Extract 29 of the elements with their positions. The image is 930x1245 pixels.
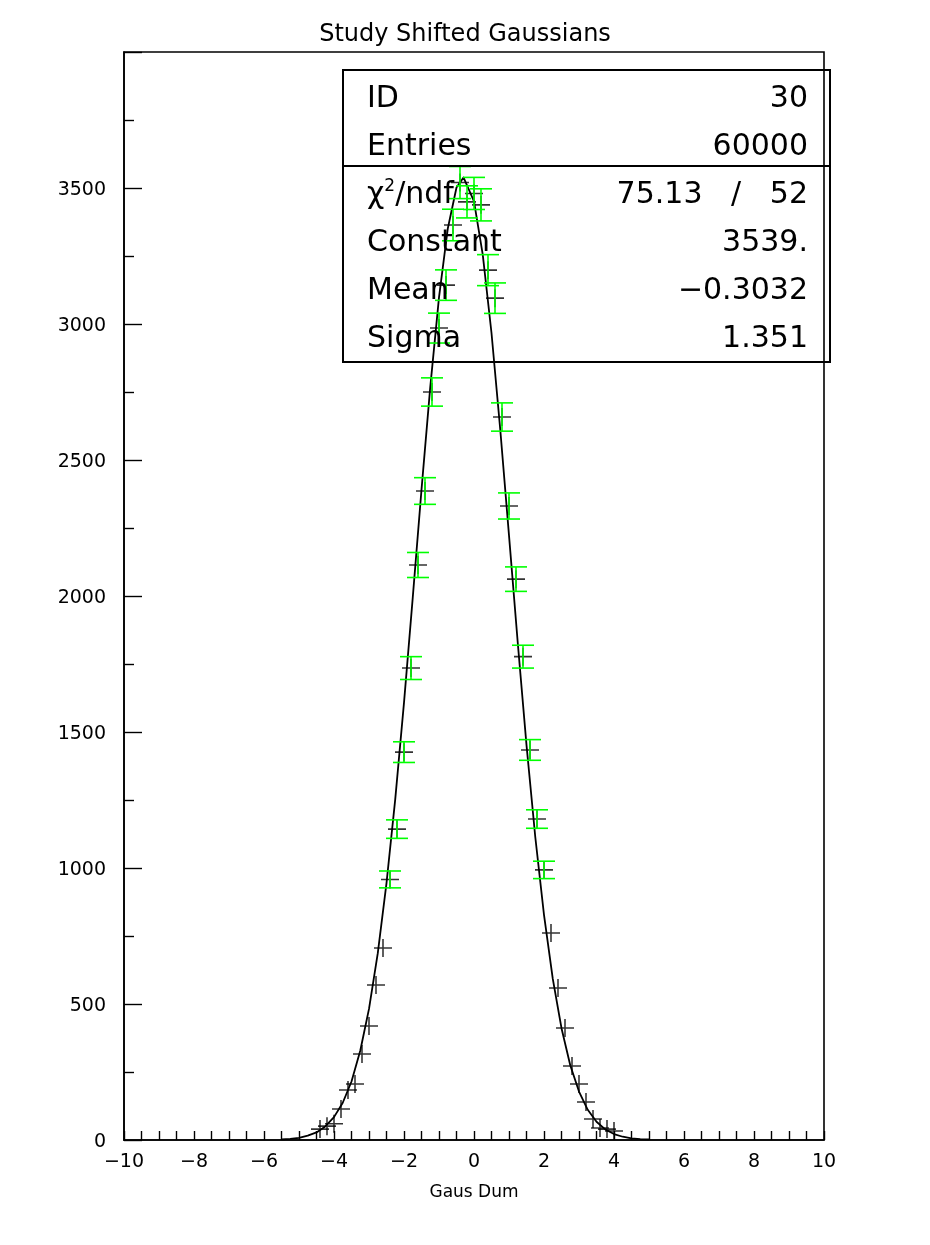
x-tick-label: −2 <box>389 1148 419 1171</box>
y-tick-label: 3000 <box>57 313 106 335</box>
y-tick-label: 3500 <box>57 177 106 199</box>
y-tick-label: 1000 <box>57 857 106 879</box>
x-tick-label: −8 <box>179 1148 209 1171</box>
annotation: 30 <box>769 78 808 114</box>
y-tick-label: 500 <box>69 993 106 1015</box>
x-tick-label: 6 <box>677 1148 691 1171</box>
annotation: −0.3032 <box>677 270 808 306</box>
y-tick-label: 2500 <box>57 449 106 471</box>
annotation: ID <box>367 78 399 114</box>
annotation: 1.351 <box>722 318 808 354</box>
annotation: 75.13 / 52 <box>616 174 808 210</box>
y-tick-label: 1500 <box>57 721 106 743</box>
annotation: 3539. <box>722 222 808 258</box>
x-tick-label: 8 <box>747 1148 761 1171</box>
annotation: Entries <box>367 126 472 162</box>
annotation: 60000 <box>712 126 808 162</box>
x-tick-label: 10 <box>811 1148 837 1171</box>
x-tick-label: −4 <box>319 1148 349 1171</box>
x-tick-label: 4 <box>607 1148 621 1171</box>
x-tick-label: 2 <box>537 1148 551 1171</box>
x-tick-label: −6 <box>249 1148 279 1171</box>
y-tick-label: 0 <box>93 1129 106 1151</box>
x-axis-title: Gaus Dum <box>429 1180 519 1201</box>
x-tick-label: −10 <box>103 1148 145 1171</box>
y-tick-label: 2000 <box>57 585 106 607</box>
x-tick-label: 0 <box>467 1148 481 1171</box>
chart-title: Study Shifted Gaussians <box>319 19 611 47</box>
